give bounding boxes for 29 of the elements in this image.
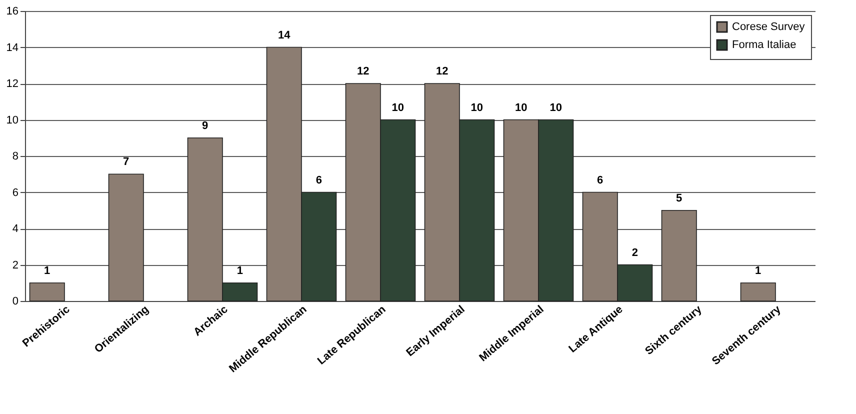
data-label: 6 (597, 174, 604, 186)
y-tick-label: 12 (6, 78, 18, 90)
data-label: 7 (123, 156, 130, 168)
y-tick-label: 4 (12, 223, 18, 235)
data-label: 1 (755, 264, 762, 277)
data-label: 2 (632, 246, 638, 259)
y-tick-label: 14 (6, 42, 18, 54)
bar (29, 282, 65, 302)
data-label: 10 (550, 102, 562, 114)
y-tick-label: 16 (6, 6, 18, 18)
data-label: 10 (392, 102, 404, 114)
data-label: 12 (356, 66, 370, 78)
y-tick-label: 8 (12, 150, 18, 162)
y-tick-label: 2 (12, 259, 18, 272)
data-label: 1 (44, 264, 50, 277)
data-label: 5 (676, 192, 682, 204)
bar (740, 282, 776, 302)
data-label: 14 (278, 29, 292, 42)
y-tick-label: 10 (6, 114, 18, 126)
data-label: 10 (514, 102, 528, 114)
data-label: 9 (202, 120, 208, 132)
data-label: 12 (436, 66, 448, 78)
y-tick-label: 0 (12, 296, 18, 308)
data-label: 6 (316, 174, 322, 186)
legend-label: Corese Survey (732, 21, 806, 33)
legend-label: Forma Italiae (732, 39, 796, 51)
data-label: 10 (470, 102, 484, 114)
y-tick-label: 6 (12, 186, 18, 199)
data-label: 1 (236, 264, 243, 277)
